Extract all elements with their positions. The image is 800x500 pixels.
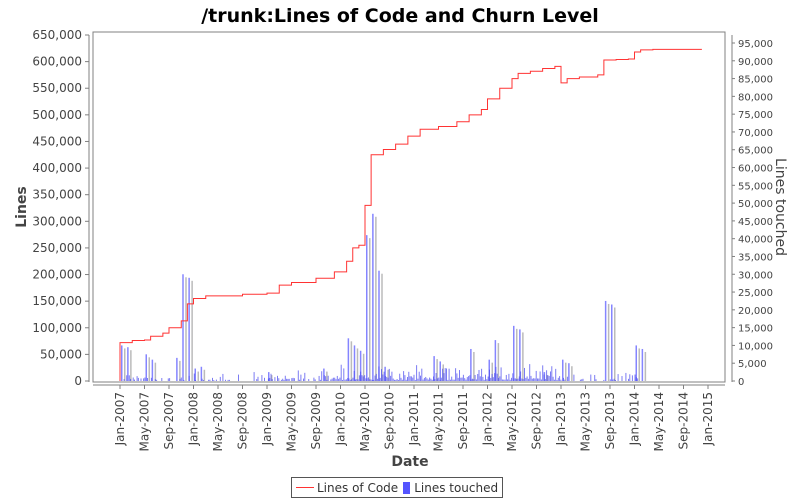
x-tick-label: May-2010 [358,392,372,451]
x-tick-label: Sep-2011 [456,392,470,450]
x-tick-label: Jan-2008 [187,392,201,446]
x-tick-label: Jan-2012 [481,392,495,446]
y2-tick-label: 60,000 [738,164,773,175]
y-tick-label: 600,000 [32,55,82,69]
y-tick-label: 300,000 [32,214,82,228]
y-tick-label: 350,000 [32,188,82,202]
lines-touched-swatch [403,481,411,494]
x-tick-label: Sep-2012 [530,392,544,450]
x-tick-label: Jan-2007 [113,392,127,446]
left-axis-ticks: 0 50,000 100,000 150,000 200,000 250,000 300,0… [32,28,89,388]
legend-label-lines-of-code: Lines of Code [317,480,399,495]
y2-tick-label: 75,000 [738,110,773,121]
y2-tick-label: 30,000 [738,270,773,281]
right-axis-ticks: 0 5,000 10,000 15,000 20,000 25,000 30,000 35,0… [732,39,773,388]
x-tick-label: Sep-2009 [309,392,323,450]
y2-tick-label: 70,000 [738,128,773,139]
y-tick-label: 50,000 [40,347,82,361]
lines-touched-small-bars [123,364,639,381]
y2-tick-label: 55,000 [738,181,773,192]
lines-of-code-line [119,48,702,381]
legend-label-lines-touched: Lines touched [414,480,499,495]
x-tick-label: Jan-2014 [628,392,642,446]
x-tick-label: Sep-2014 [677,392,691,450]
x-tick-label: May-2009 [285,392,299,451]
y2-tick-label: 65,000 [738,146,773,157]
y-tick-label: 450,000 [32,134,82,148]
y-axis-label: Lines [14,186,30,228]
x-tick-label: Jan-2010 [334,392,348,446]
x-tick-label: May-2013 [579,392,593,451]
y2-tick-label: 20,000 [738,306,773,317]
y2-tick-label: 50,000 [738,199,773,210]
y-tick-label: 650,000 [32,28,82,42]
x-tick-label: May-2014 [652,392,666,451]
x-tick-label: Sep-2010 [383,392,397,450]
x-tick-label: May-2007 [138,392,152,451]
y-tick-label: 500,000 [32,108,82,122]
y2-tick-label: 5,000 [738,359,767,370]
lines-touched-bars [121,213,647,381]
y2-tick-label: 25,000 [738,288,773,299]
y2-axis-label: Lines touched [772,158,788,256]
x-tick-label: Jan-2013 [554,392,568,446]
y2-tick-label: 45,000 [738,217,773,228]
x-tick-label: Sep-2013 [603,392,617,450]
y2-tick-label: 15,000 [738,324,773,335]
y-tick-label: 150,000 [32,294,82,308]
y-tick-label: 400,000 [32,161,82,175]
y2-tick-label: 95,000 [738,39,773,50]
y-tick-label: 550,000 [32,81,82,95]
y-tick-label: 200,000 [32,268,82,282]
y-tick-label: 0 [74,374,82,388]
x-tick-label: Sep-2008 [236,392,250,450]
x-tick-label: Jan-2011 [407,392,421,446]
plot-area [92,31,726,383]
x-axis-ticks: Jan-2007 May-2007 Sep-2007 Jan-2008 May-2008… [113,385,715,451]
y2-tick-label: 90,000 [738,57,773,68]
x-tick-label: May-2012 [505,392,519,451]
x-tick-label: Jan-2015 [701,392,715,446]
y-tick-label: 100,000 [32,321,82,335]
chart-title: /trunk:Lines of Code and Churn Level [201,5,599,27]
lines-of-code-swatch [296,487,314,488]
x-tick-label: Jan-2009 [260,392,274,446]
x-tick-label: May-2011 [432,392,446,451]
x-tick-label: Sep-2007 [162,392,176,450]
x-axis-label: Date [391,454,428,470]
y2-tick-label: 85,000 [738,75,773,86]
legend: Lines of Code Lines touched [291,477,504,498]
y2-tick-label: 35,000 [738,252,773,263]
x-tick-label: May-2008 [211,392,225,451]
y2-tick-label: 80,000 [738,92,773,103]
y2-tick-label: 10,000 [738,341,773,352]
y2-tick-label: 40,000 [738,235,773,246]
y2-tick-label: 0 [738,377,744,388]
y-tick-label: 250,000 [32,241,82,255]
